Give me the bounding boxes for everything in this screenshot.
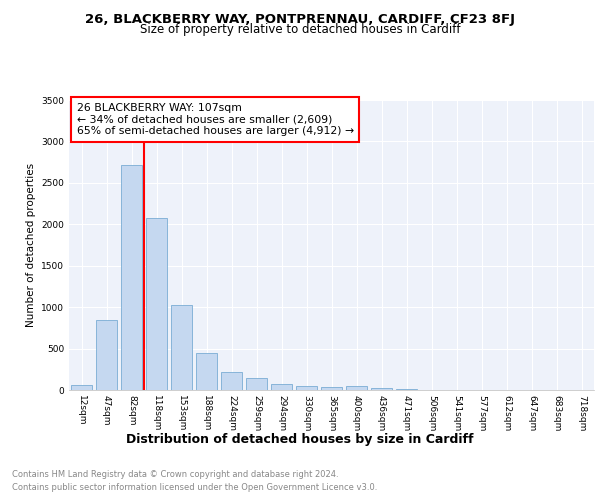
Bar (221, 372, 242, 390)
Bar (296, 386, 317, 390)
Bar (146, 218, 167, 390)
Text: Contains public sector information licensed under the Open Government Licence v3: Contains public sector information licen… (12, 482, 377, 492)
Bar (246, 378, 267, 390)
Text: Distribution of detached houses by size in Cardiff: Distribution of detached houses by size … (126, 432, 474, 446)
Bar (121, 164, 142, 390)
Text: Size of property relative to detached houses in Cardiff: Size of property relative to detached ho… (140, 22, 460, 36)
Bar (371, 388, 392, 390)
Bar (96, 320, 117, 390)
Text: 26 BLACKBERRY WAY: 107sqm
← 34% of detached houses are smaller (2,609)
65% of se: 26 BLACKBERRY WAY: 107sqm ← 34% of detac… (77, 103, 354, 136)
Bar (171, 306, 192, 390)
Bar (346, 386, 367, 390)
Bar (196, 352, 217, 390)
Bar (271, 384, 292, 390)
Y-axis label: Number of detached properties: Number of detached properties (26, 163, 35, 327)
Text: Contains HM Land Registry data © Crown copyright and database right 2024.: Contains HM Land Registry data © Crown c… (12, 470, 338, 479)
Bar (71, 385, 92, 390)
Text: 26, BLACKBERRY WAY, PONTPRENNAU, CARDIFF, CF23 8FJ: 26, BLACKBERRY WAY, PONTPRENNAU, CARDIFF… (85, 12, 515, 26)
Bar (396, 389, 417, 390)
Bar (321, 387, 342, 390)
